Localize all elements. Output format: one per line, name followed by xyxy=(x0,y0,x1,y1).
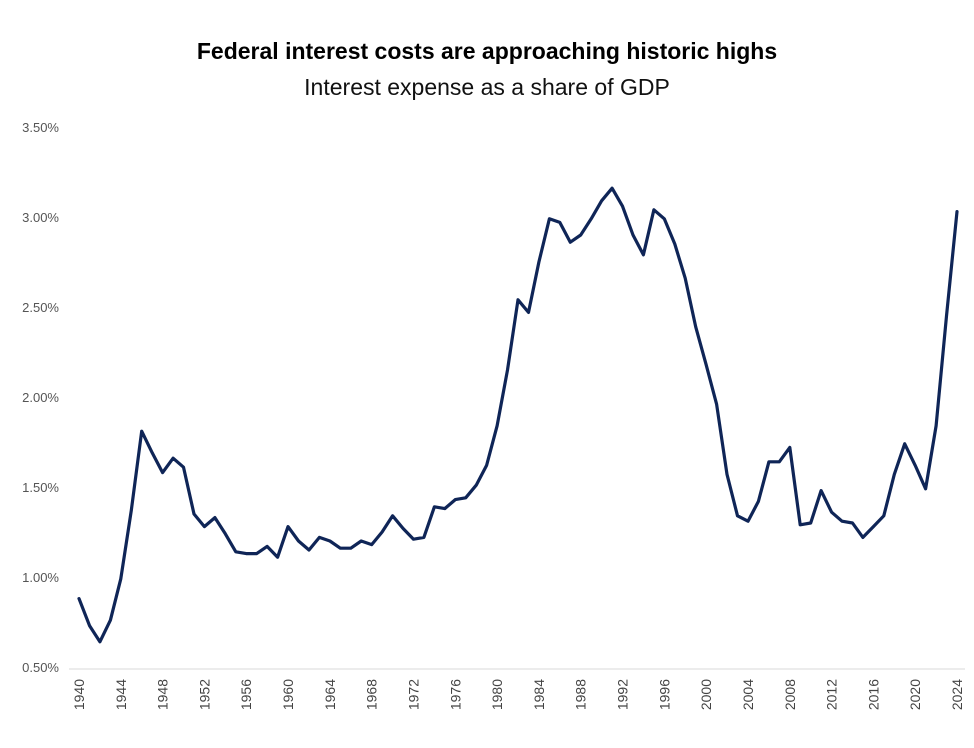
x-tick-label: 1968 xyxy=(364,679,380,710)
x-tick-label: 1972 xyxy=(405,679,421,710)
x-axis: 1940 1944 1948 1952 1956 1960 1964 1968 1972 1976… xyxy=(69,668,965,710)
x-tick-label: 2004 xyxy=(740,679,756,710)
x-tick-label: 2008 xyxy=(782,679,798,710)
x-tick-label: 1956 xyxy=(238,679,254,710)
x-tick-label: 1976 xyxy=(447,679,463,710)
chart-title: Federal interest costs are approaching h… xyxy=(196,38,778,64)
x-tick-label: 2024 xyxy=(949,679,965,710)
x-tick-label: 2012 xyxy=(824,679,840,710)
x-tick-label: 1988 xyxy=(573,679,589,710)
series-layer xyxy=(77,186,959,644)
x-tick-label: 1984 xyxy=(531,679,547,710)
x-tick-label: 1948 xyxy=(155,679,171,710)
x-tick-label: 1952 xyxy=(196,679,212,710)
y-tick-label: 2.00% xyxy=(22,390,59,405)
y-tick-label: 3.00% xyxy=(22,210,59,225)
x-tick-label: 1940 xyxy=(71,679,87,710)
chart-subtitle: Interest expense as a share of GDP xyxy=(304,74,670,100)
x-tick-label: 1980 xyxy=(489,679,505,710)
x-tick-label: 2016 xyxy=(865,679,881,710)
x-tick-label: 2020 xyxy=(907,679,923,710)
y-axis: 0.50% 1.00% 1.50% 2.00% 2.50% 3.00% 3.50% xyxy=(22,120,59,675)
y-tick-label: 2.50% xyxy=(22,300,59,315)
x-tick-label: 1944 xyxy=(113,679,129,710)
y-tick-label: 3.50% xyxy=(22,120,59,135)
x-tick-label: 1992 xyxy=(615,679,631,710)
y-tick-label: 1.00% xyxy=(22,570,59,585)
y-tick-label: 1.50% xyxy=(22,480,59,495)
y-tick-label: 0.50% xyxy=(22,660,59,675)
x-tick-label: 1964 xyxy=(322,679,338,710)
x-tick-label: 1960 xyxy=(280,679,296,710)
x-tick-label: 2000 xyxy=(698,679,714,710)
x-tick-label: 1996 xyxy=(656,679,672,710)
series-line xyxy=(77,186,959,644)
